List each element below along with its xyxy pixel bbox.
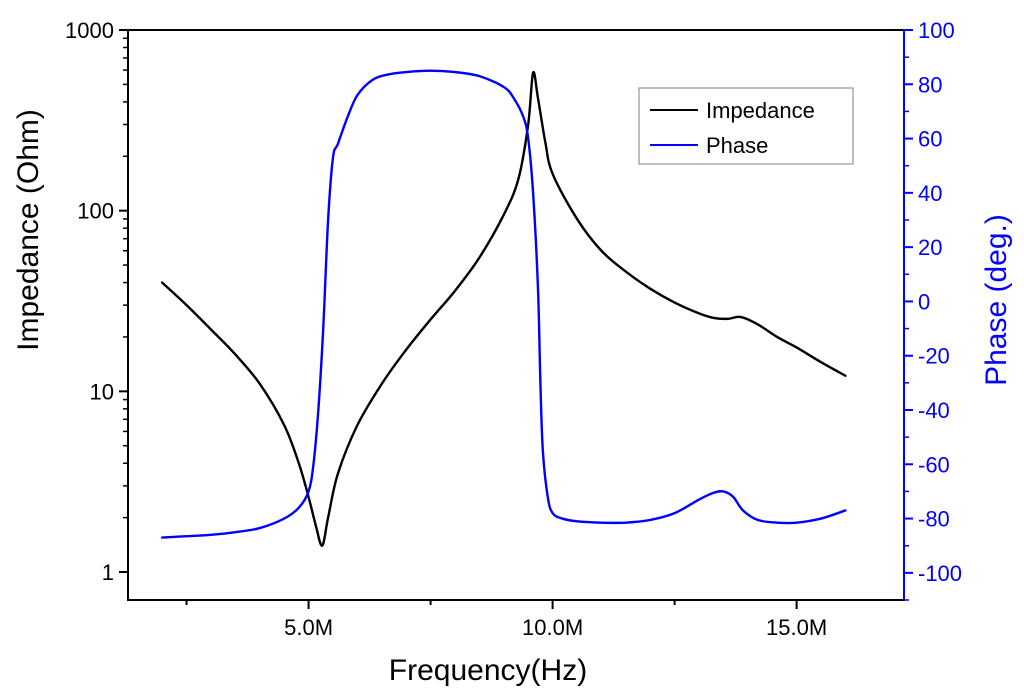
y2-tick-label: -60 — [918, 452, 950, 477]
series-line-phase — [160, 69, 847, 539]
y2-tick-label: 80 — [918, 72, 942, 97]
y2-tick-label: 60 — [918, 127, 942, 152]
y2-tick-label: -80 — [918, 507, 950, 532]
y-axis-ticks: 1 10 100 1000 — [65, 18, 128, 585]
series-line-impedance — [160, 70, 847, 547]
y2-tick-label: 20 — [918, 235, 942, 260]
legend-box — [638, 87, 854, 165]
legend-label-phase: Phase — [706, 133, 768, 158]
y2-tick-label: -40 — [918, 398, 950, 423]
y2-tick-label: 40 — [918, 181, 942, 206]
legend: Impedance Phase — [638, 87, 854, 165]
x-tick-label: 15.0M — [766, 615, 827, 640]
y-tick-label: 1000 — [65, 18, 114, 43]
x-axis-ticks: 5.0M 10.0M 15.0M — [185, 600, 827, 640]
y2-tick-label: 0 — [918, 289, 930, 314]
x-axis-title: Frequency(Hz) — [389, 654, 587, 687]
y2-axis-ticks: 100 80 60 40 20 0 -20 -40 -60 -80 -100 — [903, 18, 962, 601]
x-tick-label: 10.0M — [522, 615, 583, 640]
legend-label-impedance: Impedance — [706, 98, 815, 123]
y2-tick-label: -100 — [918, 561, 962, 586]
y-tick-label: 10 — [90, 379, 114, 404]
y2-tick-label: -20 — [918, 344, 950, 369]
y-tick-label: 100 — [77, 199, 114, 224]
y-axis-title: Impedance (Ohm) — [12, 109, 45, 351]
y2-tick-label: 100 — [918, 18, 955, 43]
y2-axis-title: Phase (deg.) — [980, 214, 1013, 386]
plot-marks — [160, 69, 847, 547]
y-tick-label: 1 — [102, 560, 114, 585]
x-tick-label: 5.0M — [284, 615, 333, 640]
